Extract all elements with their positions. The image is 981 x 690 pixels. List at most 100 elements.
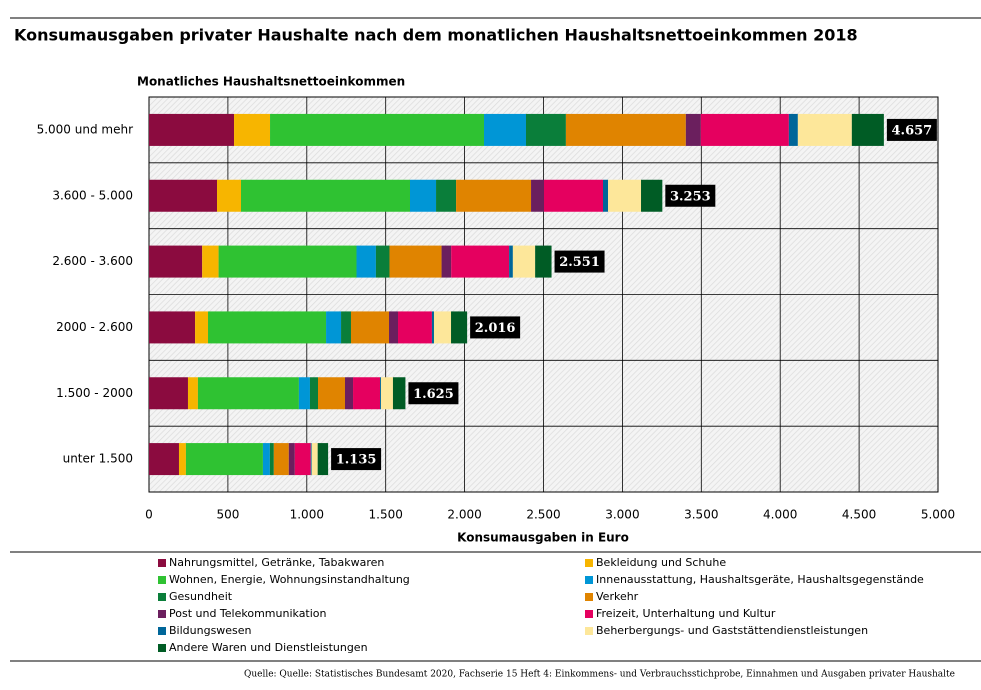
total-box [554,250,605,273]
legend-label: Andere Waren und Dienstleistungen [169,641,368,654]
bar-segment [149,443,179,476]
legend-label: Freizeit, Unterhaltung und Kultur [596,607,776,620]
bar-segment [195,311,209,344]
bar-segment [273,443,289,476]
bar-segment [535,245,552,278]
y-axis-title: Monatliches Haushaltsnettoeinkommen [137,75,405,89]
bar-segment [356,245,376,278]
x-tick-label: 3.500 [684,508,718,522]
bar-segment [178,443,186,476]
bar-segment [298,377,310,410]
y-tick-label: 1.500 - 2000 [56,386,133,400]
bar-segment [565,113,686,146]
bar-segment [317,443,329,476]
bar-segment [851,113,884,146]
bar-segment [270,113,485,146]
legend-swatch [585,610,593,618]
x-axis-title: Konsumausgaben in Euro [457,531,629,545]
bar-segment [240,179,411,212]
bar-segment [294,443,311,476]
bar-segment [311,443,318,476]
bar-segment [269,443,274,476]
y-tick-label: 2.600 - 3.600 [52,254,133,268]
legend-label: Post und Telekommunikation [169,607,327,620]
bar-segment [217,179,241,212]
x-tick-label: 5.000 [921,508,955,522]
bar-segment [456,179,532,212]
x-tick-label: 2.500 [526,508,560,522]
x-tick-label: 1.500 [369,508,403,522]
bar-segment [149,113,235,146]
bar-segment [185,443,263,476]
bar-segment [318,377,345,410]
bar-segment [234,113,271,146]
bar-segment [451,311,468,344]
total-box [408,382,459,405]
total-label: 1.135 [336,453,377,468]
legend-label: Bekleidung und Schuhe [596,556,726,569]
bar-segment [149,179,218,212]
bar-segment [149,311,196,344]
chart-title: Konsumausgaben privater Haushalte nach d… [14,26,858,45]
total-label: 2.551 [559,255,600,270]
bar-segment [433,311,452,344]
bar-segment [262,443,270,476]
total-label: 3.253 [670,189,711,204]
bar-segment [218,245,357,278]
bar-segment [288,443,295,476]
bar-segment [326,311,342,344]
bar-segment [187,377,198,410]
bar-segment [310,443,312,476]
bar-segment [380,377,393,410]
bar-segment [389,245,442,278]
x-tick-label: 4.500 [842,508,876,522]
bar-segment [788,113,798,146]
total-label: 2.016 [475,321,516,336]
legend-swatch [585,627,593,635]
bar-segment [436,179,457,212]
bar-segment [392,377,406,410]
bar-segment [441,245,452,278]
bar-segment [641,179,663,212]
bar-segment [451,245,510,278]
legend-swatch [158,559,166,567]
bar-segment [197,377,299,410]
bar-segment [685,113,701,146]
legend-swatch [158,627,166,635]
bar-segment [797,113,852,146]
total-label: 4.657 [892,123,933,138]
y-tick-label: 2000 - 2.600 [56,320,133,334]
bar-segment [512,245,536,278]
x-tick-label: 2.000 [447,508,481,522]
legend-swatch [158,593,166,601]
total-box [665,184,716,207]
bar-segment [509,245,513,278]
total-box [470,316,521,339]
bar-segment [341,311,351,344]
bar-segment [431,311,434,344]
legend-swatch [158,576,166,584]
bar-segment [410,179,437,212]
total-box [886,118,937,141]
bar-segment [309,377,319,410]
bar-segment [525,113,566,146]
x-tick-label: 3.000 [605,508,639,522]
bar-segment [700,113,789,146]
legend-swatch [158,644,166,652]
bar-segment [350,311,390,344]
bar-segment [149,377,188,410]
bar-segment [484,113,526,146]
legend-swatch [585,593,593,601]
bar-segment [380,377,381,410]
bar-segment [149,245,203,278]
x-tick-label: 500 [216,508,239,522]
legend-label: Verkehr [596,590,639,603]
total-box [331,448,382,471]
bar-segment [602,179,609,212]
y-tick-label: 5.000 und mehr [37,122,133,136]
bar-segment [353,377,381,410]
bar-segment [543,179,603,212]
x-tick-label: 0 [145,508,153,522]
legend-label: Bildungswesen [169,624,252,637]
